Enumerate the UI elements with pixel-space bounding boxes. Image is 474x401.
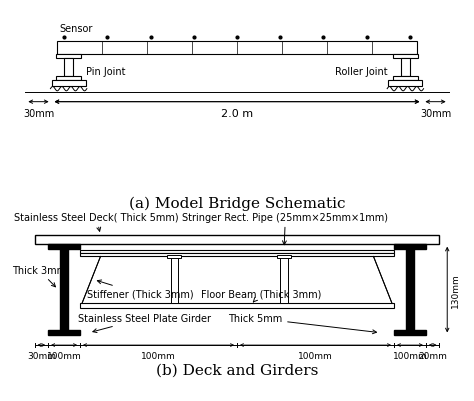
- Bar: [48, 244, 80, 249]
- Text: Stringer Rect. Pipe (25mm×25mm×1mm): Stringer Rect. Pipe (25mm×25mm×1mm): [182, 212, 388, 245]
- Bar: [80, 250, 394, 253]
- Bar: [394, 330, 426, 336]
- Text: Stiffener (Thick 3mm): Stiffener (Thick 3mm): [87, 280, 193, 299]
- Bar: [61, 249, 68, 330]
- Bar: [80, 303, 394, 309]
- Text: Floor Beam (Thick 3mm): Floor Beam (Thick 3mm): [201, 289, 321, 302]
- Bar: [277, 255, 291, 258]
- Bar: [281, 257, 288, 303]
- Bar: [64, 59, 73, 77]
- Text: 30mm: 30mm: [23, 109, 54, 118]
- Text: Roller Joint: Roller Joint: [336, 67, 388, 77]
- Text: (a) Model Bridge Schematic: (a) Model Bridge Schematic: [129, 196, 345, 211]
- Text: 100mm: 100mm: [141, 351, 176, 360]
- Text: Pin Joint: Pin Joint: [86, 67, 126, 77]
- Text: Stainless Steel Deck( Thick 5mm): Stainless Steel Deck( Thick 5mm): [14, 212, 179, 232]
- Text: 20mm: 20mm: [418, 351, 447, 360]
- Bar: [80, 253, 394, 257]
- Text: Sensor: Sensor: [60, 24, 93, 34]
- Bar: [35, 235, 439, 244]
- Text: 2.0 m: 2.0 m: [221, 109, 253, 118]
- Bar: [167, 255, 181, 258]
- Bar: [57, 42, 417, 55]
- Bar: [394, 244, 426, 249]
- Bar: [48, 330, 80, 336]
- Bar: [401, 59, 410, 77]
- Bar: [171, 257, 178, 303]
- Text: Thick 5mm: Thick 5mm: [228, 313, 376, 334]
- Text: 30mm: 30mm: [27, 351, 56, 360]
- Bar: [393, 77, 418, 80]
- Bar: [393, 55, 418, 59]
- Text: Stainless Steel Plate Girder: Stainless Steel Plate Girder: [78, 313, 211, 333]
- Text: 100mm: 100mm: [298, 351, 333, 360]
- Text: 100mm: 100mm: [392, 351, 427, 360]
- Text: (b) Deck and Girders: (b) Deck and Girders: [156, 363, 318, 377]
- Bar: [52, 80, 86, 87]
- Bar: [56, 77, 81, 80]
- Text: 100mm: 100mm: [47, 351, 82, 360]
- Text: Thick 3mm: Thick 3mm: [12, 265, 66, 287]
- Bar: [388, 80, 422, 87]
- Text: 130mm: 130mm: [451, 273, 460, 307]
- Bar: [406, 249, 413, 330]
- Bar: [56, 55, 81, 59]
- Text: 30mm: 30mm: [420, 109, 451, 118]
